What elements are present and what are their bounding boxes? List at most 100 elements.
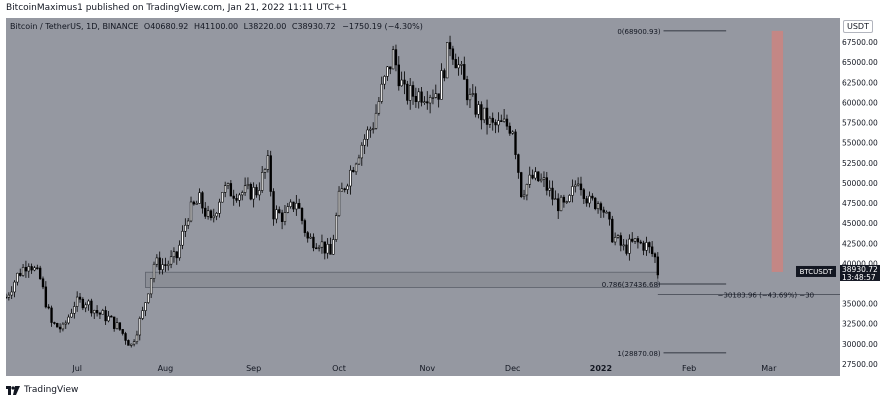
candle [169, 250, 173, 269]
candle [363, 134, 366, 154]
candle [428, 94, 432, 114]
candle-body [147, 293, 150, 303]
ohlc-legend: Bitcoin / TetherUS, 1D, BINANCE O40680.9… [10, 22, 423, 31]
candle-body [215, 213, 218, 217]
candle-body [320, 241, 324, 248]
candle [440, 63, 443, 100]
currency-unit-badge[interactable]: USDT [843, 20, 873, 33]
price-chart[interactable]: 0(68900.93) 0.786(37436.68) 1(28870.08) −30… [6, 18, 840, 376]
y-tick-42500: 42500.00 [842, 239, 878, 248]
candle-body [579, 183, 583, 191]
candle-body [608, 211, 611, 220]
candle-body [582, 189, 586, 199]
candle-body [619, 235, 623, 246]
candle-body [221, 192, 224, 203]
candle-body [19, 272, 22, 276]
candle-body [599, 203, 603, 211]
candle-body [571, 186, 574, 196]
candle [599, 201, 603, 218]
candle [209, 209, 213, 221]
candle-body [13, 281, 16, 293]
candle-body [369, 128, 372, 131]
candle-body [201, 192, 204, 209]
candle-body [300, 208, 304, 221]
candle [297, 198, 301, 209]
candle-body [335, 215, 338, 240]
candle-body [61, 323, 65, 330]
candle [391, 45, 395, 70]
candle [212, 208, 215, 223]
candle [500, 114, 503, 122]
candle-body [383, 76, 386, 85]
highlight-bar [771, 30, 784, 272]
candle [47, 304, 50, 310]
candle-body [90, 300, 93, 314]
candle [517, 153, 520, 179]
candle [565, 200, 568, 204]
candle [206, 205, 210, 220]
candle-body [542, 177, 546, 180]
candle [394, 44, 398, 72]
candle-body [488, 117, 492, 125]
candle-body [394, 49, 398, 66]
candle-body [448, 42, 452, 50]
candle-body [628, 238, 631, 254]
candle-body [551, 187, 554, 200]
candle-body [591, 195, 594, 199]
candle-body [47, 306, 50, 309]
symbol-tag-label: BTCUSDT [800, 268, 834, 276]
candle-body [164, 264, 167, 266]
candle [238, 192, 241, 207]
candle-body [605, 211, 608, 214]
candle-body [648, 242, 651, 248]
candle [451, 45, 455, 65]
candle [221, 192, 224, 203]
candle [505, 114, 509, 130]
price-axis[interactable]: 67500.00 65000.00 62500.00 60000.00 57500.00… [840, 18, 880, 376]
candle-body [411, 85, 415, 97]
candle-body [468, 94, 472, 101]
candle-body [141, 310, 144, 319]
candle-body [483, 107, 486, 121]
candle-body [337, 190, 341, 216]
candle [636, 235, 640, 249]
candle [491, 112, 494, 131]
candle-body [497, 120, 500, 126]
candle [406, 80, 409, 105]
candle [431, 89, 435, 105]
candle [539, 173, 543, 183]
candle [409, 78, 412, 110]
candle-body [24, 267, 28, 272]
candle-body [485, 107, 489, 125]
candle [158, 251, 161, 275]
fib-label-1: 1(28870.08) [617, 350, 661, 358]
candle-body [56, 323, 59, 328]
y-tick-55000: 55000.00 [842, 139, 878, 148]
candle [403, 71, 406, 95]
candle-body [118, 322, 122, 330]
candle [542, 171, 546, 187]
candle-body [50, 307, 53, 323]
candle [6, 293, 8, 299]
y-tick-40000: 40000.00 [842, 259, 878, 268]
candle [289, 199, 292, 209]
candle [551, 180, 554, 206]
candle-body [275, 209, 278, 220]
candle-body [198, 192, 201, 204]
price-axis-svg[interactable]: 67500.00 65000.00 62500.00 60000.00 57500.00… [840, 18, 880, 376]
candle-body [167, 263, 170, 266]
candle [300, 207, 304, 225]
candle [198, 188, 201, 204]
candle-body [539, 178, 543, 182]
candle-body [172, 251, 176, 258]
candle-body [616, 235, 620, 238]
candle-body [192, 201, 196, 205]
candle-body [144, 302, 147, 311]
candle [121, 329, 124, 336]
candle [263, 168, 267, 179]
candle [258, 182, 261, 201]
chart-frame[interactable]: 0(68900.93) 0.786(37436.68) 1(28870.08) −30… [6, 18, 840, 376]
candle [260, 166, 264, 193]
candle [24, 260, 28, 278]
candle-body [272, 191, 275, 220]
